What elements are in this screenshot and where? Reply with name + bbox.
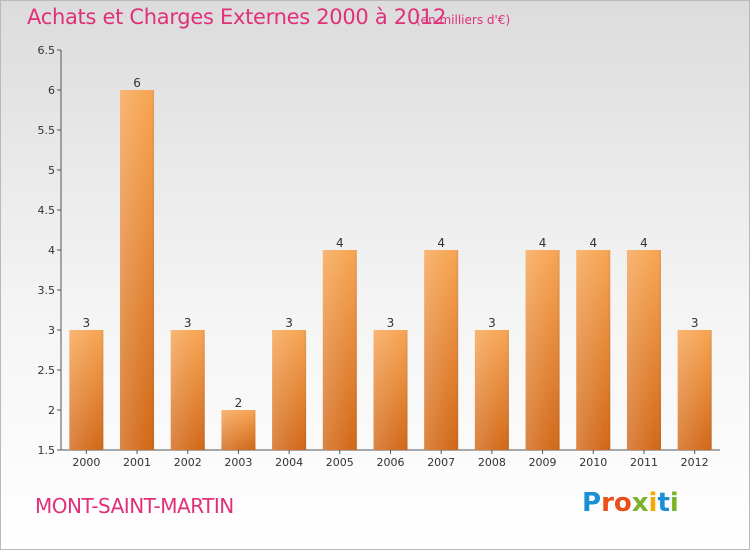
y-tick-label: 5.5 xyxy=(38,124,56,137)
bar-highlight xyxy=(272,330,307,450)
data-label: 3 xyxy=(691,316,699,330)
proxiti-logo[interactable]: Proxiti xyxy=(582,488,679,518)
bar-highlight xyxy=(525,250,560,450)
logo-letter: i xyxy=(648,488,658,518)
bar-highlight xyxy=(626,250,661,450)
bar-highlight xyxy=(221,410,256,450)
data-label: 4 xyxy=(539,236,547,250)
y-tick-label: 6.5 xyxy=(38,44,56,57)
x-tick-label: 2008 xyxy=(478,456,506,469)
data-label: 3 xyxy=(387,316,395,330)
y-tick-label: 4 xyxy=(48,244,55,257)
bar-highlight xyxy=(373,330,408,450)
bar-highlight xyxy=(677,330,712,450)
x-tick-label: 2003 xyxy=(224,456,252,469)
x-tick-label: 2007 xyxy=(427,456,455,469)
logo-letter: t xyxy=(657,488,670,518)
town-name: MONT-SAINT-MARTIN xyxy=(35,494,234,518)
bar-highlight xyxy=(474,330,509,450)
x-tick-label: 2012 xyxy=(681,456,709,469)
bar-highlight xyxy=(69,330,104,450)
data-label: 3 xyxy=(83,316,91,330)
bar-highlight xyxy=(170,330,205,450)
data-label: 6 xyxy=(133,76,141,90)
data-label: 4 xyxy=(336,236,344,250)
bar-highlight xyxy=(576,250,611,450)
logo-letter: r xyxy=(601,488,614,518)
y-tick-label: 3 xyxy=(48,324,55,337)
logo-letter: P xyxy=(582,488,602,518)
y-tick-label: 3.5 xyxy=(38,284,56,297)
logo-letter: x xyxy=(631,488,649,518)
y-tick-label: 5 xyxy=(48,164,55,177)
logo-letter: o xyxy=(613,488,632,518)
y-tick-label: 1.5 xyxy=(38,444,56,457)
x-tick-label: 2005 xyxy=(326,456,354,469)
y-tick-label: 2 xyxy=(48,404,55,417)
x-tick-label: 2002 xyxy=(174,456,202,469)
x-tick-label: 2010 xyxy=(579,456,607,469)
x-tick-label: 2004 xyxy=(275,456,303,469)
x-tick-label: 2001 xyxy=(123,456,151,469)
x-tick-label: 2006 xyxy=(377,456,405,469)
bar-highlight xyxy=(322,250,357,450)
x-tick-label: 2009 xyxy=(529,456,557,469)
data-label: 3 xyxy=(285,316,293,330)
data-label: 2 xyxy=(235,396,243,410)
y-tick-label: 2.5 xyxy=(38,364,56,377)
bar-highlight xyxy=(120,90,155,450)
chart-subtitle: (en milliers d'€) xyxy=(416,13,511,27)
x-tick-label: 2000 xyxy=(72,456,100,469)
data-label: 3 xyxy=(488,316,496,330)
data-label: 4 xyxy=(437,236,445,250)
data-label: 3 xyxy=(184,316,192,330)
logo-letter: i xyxy=(669,488,679,518)
chart-title: Achats et Charges Externes 2000 à 2012 xyxy=(27,5,447,29)
y-tick-label: 4.5 xyxy=(38,204,56,217)
bar-highlight xyxy=(424,250,459,450)
data-label: 4 xyxy=(589,236,597,250)
data-label: 4 xyxy=(640,236,648,250)
x-tick-label: 2011 xyxy=(630,456,658,469)
y-tick-label: 6 xyxy=(48,84,55,97)
